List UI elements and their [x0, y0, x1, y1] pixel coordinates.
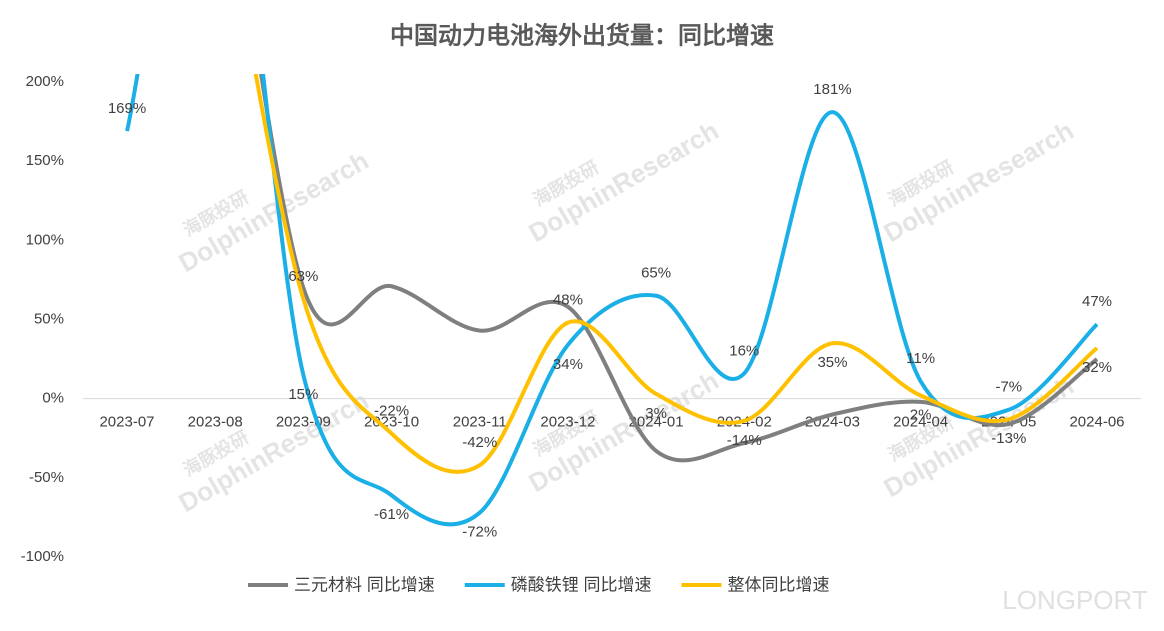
y-tick-label: -50% [29, 469, 64, 486]
x-tick-label: 2023-09 [276, 414, 331, 431]
data-label: -7% [995, 379, 1022, 396]
series-line [125, 74, 1099, 527]
y-tick-label: 100% [26, 231, 64, 248]
logo: LONGPORT [1002, 585, 1148, 615]
x-tick-label: 2024-04 [893, 414, 948, 431]
y-tick-label: -100% [21, 548, 64, 565]
data-label: 65% [641, 265, 671, 282]
data-label: -22% [374, 402, 409, 419]
x-tick-label: 2023-12 [540, 414, 595, 431]
data-label: 11% [906, 350, 935, 367]
data-label: 48% [553, 292, 583, 309]
data-label: 63% [288, 268, 318, 285]
chart-title: 中国动力电池海外出货量：同比增速 [390, 21, 774, 49]
data-label: 2% [910, 406, 932, 423]
data-label: 34% [553, 356, 583, 373]
data-label: -61% [374, 506, 409, 523]
x-tick-label: 2024-01 [629, 414, 684, 431]
y-tick-label: 150% [26, 152, 64, 169]
data-label: -13% [991, 430, 1026, 447]
y-tick-label: 50% [34, 310, 64, 327]
data-label: -42% [462, 434, 497, 451]
x-tick-label: 2023-10 [364, 414, 419, 431]
data-label: -72% [462, 524, 497, 541]
x-tick-label: 2024-06 [1069, 414, 1124, 431]
legend-label: 三元材料 同比增速 [294, 575, 435, 594]
data-label: -14% [727, 432, 762, 449]
data-label: 181% [813, 81, 851, 98]
series-line [259, 74, 1099, 463]
data-label: 35% [817, 354, 847, 371]
y-tick-label: 200% [26, 73, 64, 90]
x-tick-label: 2023-07 [99, 414, 154, 431]
legend-label: 磷酸铁锂 同比增速 [511, 575, 652, 594]
x-tick-label: 2023-08 [188, 414, 243, 431]
data-label: 169% [108, 100, 146, 117]
x-tick-label: 2023-11 [453, 414, 507, 431]
series-line [253, 74, 1099, 474]
data-label: 15% [288, 386, 318, 403]
data-label: 3% [645, 405, 667, 422]
plot-area: 169% 15% -61% -72% 34% 65% 16% 181% 11% -7% 47% 63%… [108, 74, 1112, 541]
y-tick-label: 0% [42, 390, 64, 407]
data-label: 16% [729, 342, 759, 359]
legend-label: 整体同比增速 [727, 575, 829, 594]
data-label: 47% [1082, 293, 1112, 310]
data-label: 32% [1082, 359, 1112, 376]
